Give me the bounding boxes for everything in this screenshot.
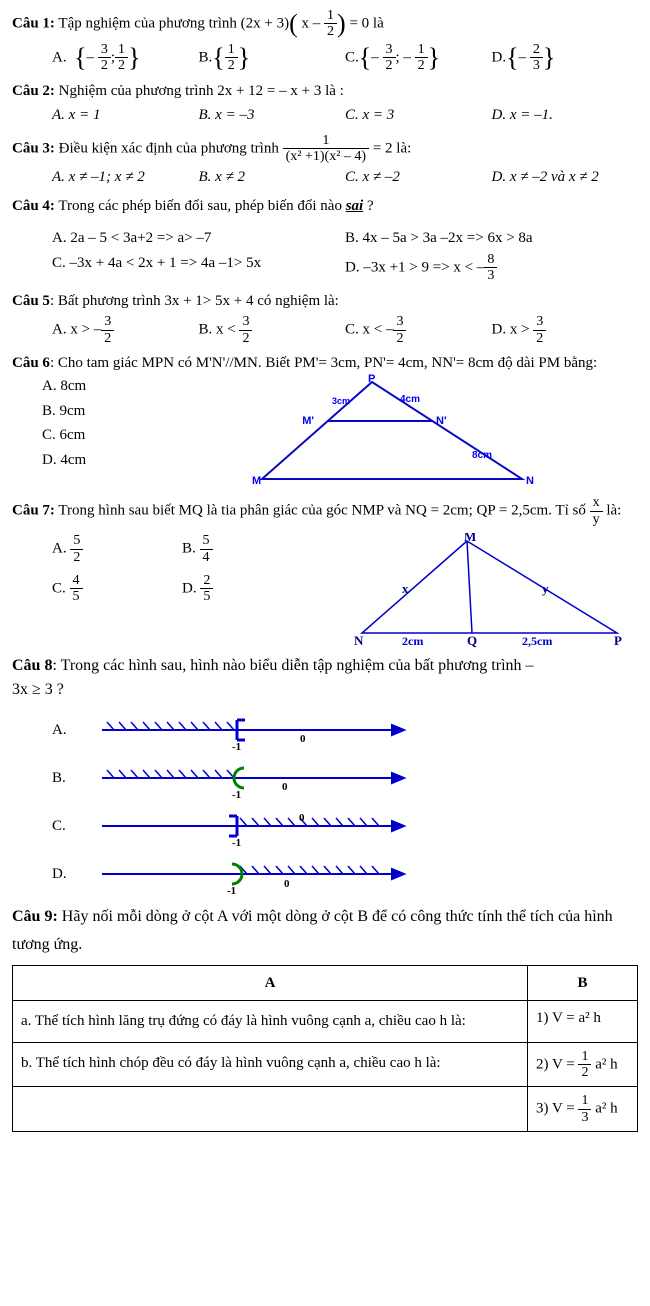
svg-text:4cm: 4cm: [400, 394, 420, 405]
svg-text:0: 0: [282, 781, 288, 793]
q2-options: A. x = 1B. x = –3C. x = 3D. x = –1.: [12, 104, 638, 127]
q8-D: D. -10: [12, 854, 638, 894]
q8-A: A. -10: [12, 710, 638, 750]
q6-diagram: P M' N' M N 3cm 4cm 8cm: [242, 374, 542, 489]
q1: Câu 1: Tập nghiệm của phương trình (2x +…: [12, 8, 638, 74]
svg-text:P: P: [614, 633, 622, 648]
q1-options: A. {– 32;12} B.{12} C.{– 32; – 12} D.{– …: [12, 42, 638, 74]
svg-text:2,5cm: 2,5cm: [522, 634, 552, 648]
q1-text: Tập nghiệm của phương trình (2x + 3): [55, 15, 289, 31]
q6-options: A. 8cmB. 9cmC. 6cmD. 4cm: [12, 374, 242, 489]
q8: Câu 8: Trong các hình sau, hình nào biểu…: [12, 654, 638, 894]
q8-C: C. -10: [12, 806, 638, 846]
q5: Câu 5: Bất phương trình 3x + 1> 5x + 4 c…: [12, 290, 638, 346]
svg-text:N: N: [354, 633, 364, 648]
svg-text:-1: -1: [232, 789, 241, 798]
svg-text:P: P: [368, 374, 375, 385]
svg-text:Q: Q: [467, 633, 477, 648]
q8-B: B. -10: [12, 758, 638, 798]
q2: Câu 2: Nghiệm của phương trình 2x + 12 =…: [12, 80, 638, 127]
q1-label: Câu 1:: [12, 15, 55, 31]
svg-text:N': N': [436, 415, 447, 427]
svg-text:-1: -1: [232, 837, 241, 846]
svg-text:y: y: [542, 581, 549, 596]
q7: Câu 7: Trong hình sau biết MQ là tia phâ…: [12, 495, 638, 648]
q4: Câu 4: Trong các phép biến đổi sau, phép…: [12, 195, 638, 284]
svg-text:x: x: [402, 581, 409, 596]
svg-text:0: 0: [300, 733, 306, 745]
q7-options: A. 52 B. 54 C. 45 D. 25: [12, 533, 352, 648]
q9-table: AB a. Thể tích hình lăng trụ đứng có đáy…: [12, 965, 638, 1133]
q3-options: A. x ≠ –1; x ≠ 2B. x ≠ 2C. x ≠ –2D. x ≠ …: [12, 166, 638, 189]
svg-text:0: 0: [284, 878, 290, 890]
q3: Câu 3: Điều kiện xác định của phương trì…: [12, 133, 638, 189]
svg-text:N: N: [526, 475, 534, 487]
q9: Câu 9: Hãy nối mỗi dòng ở cột A với một …: [12, 902, 638, 1132]
q5-options: A. x > –32 B. x < 32 C. x < –32 D. x > 3…: [12, 314, 638, 346]
svg-text:M: M: [252, 475, 261, 487]
svg-text:-1: -1: [232, 741, 241, 750]
svg-text:2cm: 2cm: [402, 634, 423, 648]
svg-text:8cm: 8cm: [472, 450, 492, 461]
svg-text:0: 0: [299, 812, 305, 824]
q6: Câu 6: Cho tam giác MPN có M'N'//MN. Biế…: [12, 352, 638, 490]
svg-text:M': M': [302, 415, 314, 427]
svg-text:-1: -1: [227, 885, 236, 894]
svg-text:3cm: 3cm: [332, 396, 350, 406]
svg-text:M: M: [464, 533, 476, 544]
q7-diagram: M N Q P x y 2cm 2,5cm: [352, 533, 632, 648]
q4-options: A. 2a – 5 < 3a+2 => a> –7B. 4x – 5a > 3a…: [12, 227, 638, 250]
